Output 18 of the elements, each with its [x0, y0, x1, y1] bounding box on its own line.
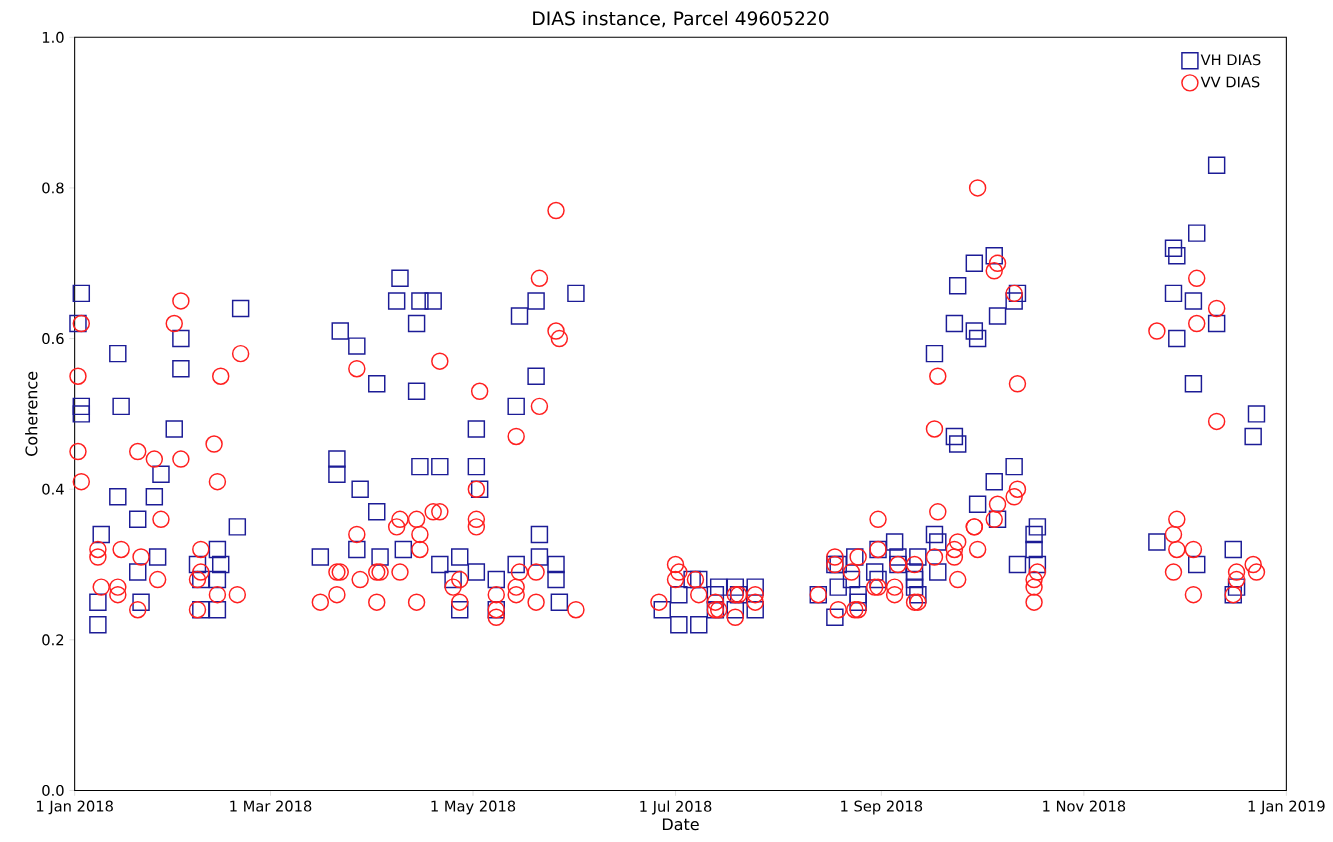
y-tick-label: 0.6 — [42, 332, 64, 344]
x-tick-label: 1 Nov 2018 — [1043, 800, 1126, 812]
x-tick-label: 1 Mar 2018 — [230, 800, 312, 812]
y-axis-title: Coherence — [25, 371, 38, 456]
x-tick-label: 1 Sep 2018 — [841, 800, 923, 815]
x-tick-label: 1 May 2018 — [431, 800, 516, 815]
y-tick-label: 0.8 — [42, 182, 64, 194]
y-tick-label: 0.4 — [42, 483, 64, 495]
y-tick-label: 0.2 — [42, 634, 64, 646]
x-tick-label: 1 Jan 2018 — [36, 800, 113, 815]
x-tick-label: 1 Jan 2019 — [1248, 800, 1325, 815]
x-tick-label: 1 Jul 2018 — [640, 800, 712, 815]
y-tick-label: 0.0 — [42, 784, 64, 796]
x-axis-title: Date — [662, 818, 699, 831]
y-tick-label: 1.0 — [42, 31, 64, 43]
chart-title: DIAS instance, Parcel 49605220 — [533, 10, 829, 28]
legend-label: VH DIAS — [1200, 54, 1261, 66]
legend-label: VV DIAS — [1200, 76, 1260, 88]
